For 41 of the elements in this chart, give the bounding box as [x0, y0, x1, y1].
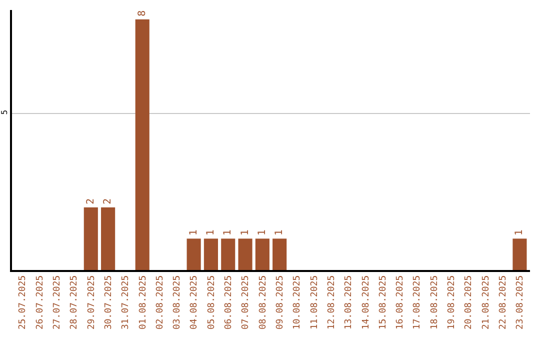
x-tick-label: 18.08.2025: [430, 275, 440, 330]
data-label: 1: [205, 230, 216, 236]
y-tick-label: 5: [0, 110, 10, 115]
x-tick-label: 29.07.2025: [86, 275, 97, 330]
data-label: 2: [85, 198, 96, 204]
x-tick-label: 26.07.2025: [35, 275, 46, 330]
x-tick-label: 25.07.2025: [18, 275, 28, 330]
x-tick-label: 21.08.2025: [481, 275, 492, 330]
x-tick-label: 02.08.2025: [155, 275, 166, 330]
data-label: 1: [222, 230, 234, 236]
x-tick-label: 30.07.2025: [104, 275, 114, 330]
data-label: 8: [136, 10, 148, 16]
x-tick-label: 09.08.2025: [276, 275, 286, 330]
x-tick-label: 05.08.2025: [206, 275, 217, 330]
data-label: 1: [514, 230, 526, 236]
x-tick-label: 12.08.2025: [326, 275, 337, 330]
x-tick-label: 28.07.2025: [70, 275, 80, 330]
x-tick-label: 06.08.2025: [224, 275, 234, 330]
data-label: 1: [274, 230, 286, 236]
x-tick-label: 15.08.2025: [378, 275, 388, 330]
x-tick-label: 20.08.2025: [464, 275, 474, 330]
x-tick-label: 01.08.2025: [138, 275, 148, 330]
x-tick-label: 19.08.2025: [447, 275, 458, 330]
x-tick-label: 16.08.2025: [396, 275, 406, 330]
x-tick-label: 13.08.2025: [344, 275, 354, 330]
x-tick-label: 23.08.2025: [516, 275, 526, 330]
data-label: 2: [102, 198, 114, 204]
data-label: 1: [256, 230, 268, 236]
x-tick-label: 04.08.2025: [190, 275, 200, 330]
x-tick-label: 14.08.2025: [361, 275, 372, 330]
x-tick-label: 10.08.2025: [292, 275, 303, 330]
x-tick-label: 03.08.2025: [172, 275, 183, 330]
data-label: 1: [188, 230, 200, 236]
data-label: 1: [240, 230, 251, 236]
x-tick-label: 27.07.2025: [52, 275, 63, 330]
x-tick-label: 17.08.2025: [412, 275, 423, 330]
x-tick-label: 31.07.2025: [121, 275, 132, 330]
x-tick-label: 22.08.2025: [498, 275, 508, 330]
x-tick-label: 11.08.2025: [310, 275, 320, 330]
x-tick-label: 08.08.2025: [258, 275, 268, 330]
x-tick-label: 07.08.2025: [241, 275, 252, 330]
